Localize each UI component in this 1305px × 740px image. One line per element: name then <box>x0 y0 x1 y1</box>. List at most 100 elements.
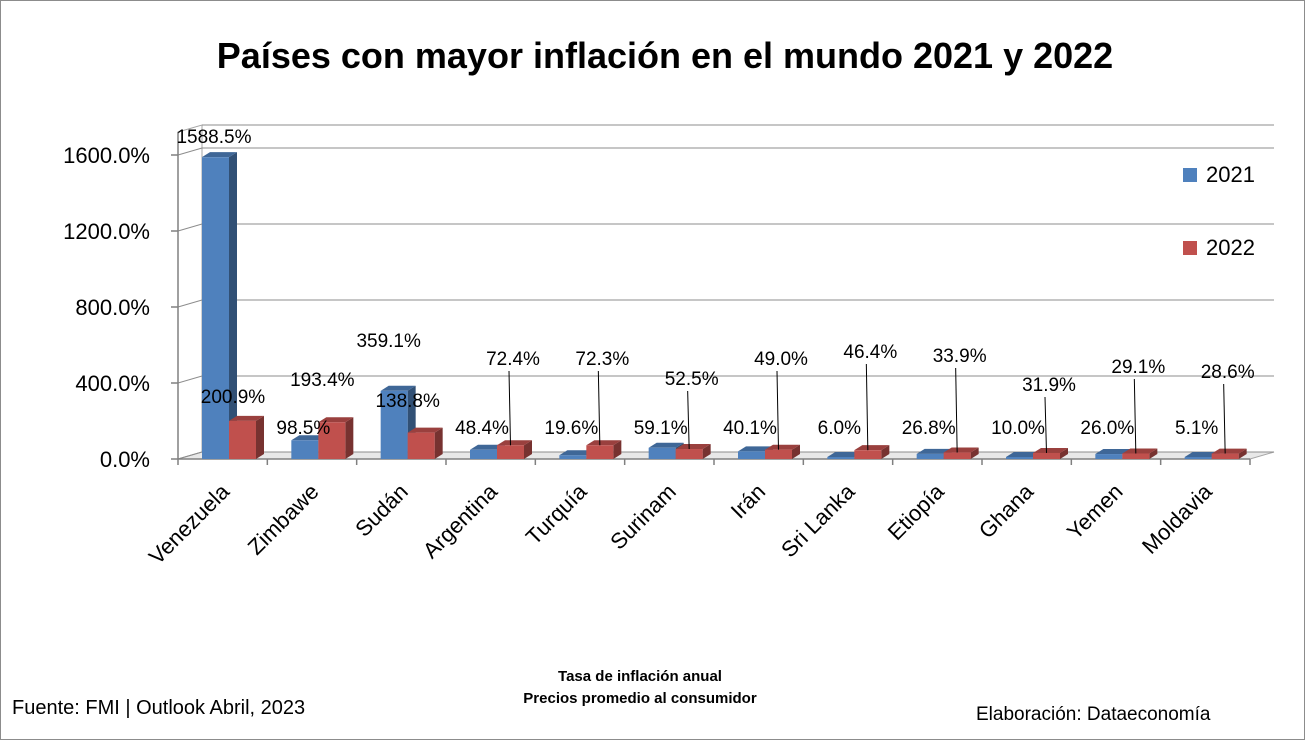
bar-side <box>702 444 711 459</box>
bar-top <box>470 444 505 450</box>
leader-lines <box>508 363 1226 454</box>
bar-side <box>256 415 264 459</box>
data-label-2021-2: 359.1% <box>356 331 421 352</box>
bar-2022-8 <box>943 447 979 459</box>
bar-front <box>559 455 587 459</box>
bar-2022-7 <box>854 445 890 459</box>
bar-top <box>586 440 622 446</box>
leader-line <box>687 390 690 450</box>
bar-side <box>434 427 443 459</box>
x-tick-label: Yemen <box>1062 479 1128 545</box>
legend-item-2022: 2022 <box>1183 235 1255 260</box>
y-tick-labels: 0.0% 400.0% 800.0% 1200.0% 1600.0% <box>63 143 150 472</box>
bar-2022-10 <box>1122 448 1158 459</box>
bar-front <box>765 449 792 459</box>
bar-side <box>229 152 237 459</box>
bar-top <box>380 385 416 391</box>
leader-line <box>1133 378 1137 454</box>
bar-top <box>765 444 800 450</box>
bar-2022-1 <box>318 417 354 459</box>
x-tick-label: Etiopía <box>883 478 950 545</box>
bar-front <box>1095 454 1123 459</box>
bar-top <box>1095 449 1131 455</box>
data-label-2021-8: 26.8% <box>902 418 956 439</box>
data-label-2022-1: 193.4% <box>290 370 355 391</box>
bar-top <box>943 447 979 453</box>
bar-front <box>648 447 676 459</box>
bar-top <box>1006 452 1041 457</box>
data-label-2021-5: 59.1% <box>634 418 688 439</box>
bar-top <box>1184 452 1220 457</box>
data-label-2022-3: 72.4% <box>486 349 540 370</box>
bar-top <box>202 152 237 158</box>
bar-side <box>792 444 800 459</box>
bar-top <box>916 448 952 454</box>
bar-front <box>407 432 435 459</box>
bar-front <box>380 390 408 459</box>
data-labels: 1588.5% 200.9% 98.5% 193.4%359.1% 138.8% 48.4… <box>176 127 1254 439</box>
chart-title: Países con mayor inflación en el mundo 2… <box>217 35 1113 76</box>
x-tick-label: Zimbawe <box>243 479 324 560</box>
source-note: Fuente: FMI | Outlook Abril, 2023 <box>12 697 306 719</box>
data-label-2022-9: 31.9% <box>1022 375 1076 396</box>
bar-top <box>1033 447 1068 453</box>
bar-2022-3 <box>497 440 532 459</box>
x-tick-label: Sudán <box>350 479 413 542</box>
bar-top <box>407 427 443 433</box>
x-tick-labels: Venezuela Zimbawe Sudán Argentina Turquía Sur… <box>144 478 1218 569</box>
bar-front <box>1122 453 1150 459</box>
bar-front <box>586 445 614 459</box>
legend-swatch <box>1183 168 1197 182</box>
bar-front <box>1033 452 1060 459</box>
bar-front <box>291 440 319 459</box>
data-label-2021-0: 1588.5% <box>176 127 251 148</box>
y-tick-label: 1600.0% <box>63 143 150 168</box>
bar-top <box>229 415 264 421</box>
bar-front <box>738 451 765 459</box>
data-label-2022-6: 49.0% <box>754 349 808 370</box>
bar-side <box>345 417 354 459</box>
axes <box>171 132 1251 465</box>
x-tick-label: Surinam <box>605 479 681 555</box>
bar-top <box>854 445 890 451</box>
bar-side <box>1060 447 1068 459</box>
credit-note: Elaboración: Dataeconomía <box>976 704 1211 725</box>
bar-top <box>648 442 684 448</box>
gridline <box>177 147 1274 156</box>
x-tick-label: Venezuela <box>144 478 235 569</box>
data-label-2022-0: 200.9% <box>201 387 266 408</box>
bar-front <box>675 449 703 459</box>
leader-line <box>597 370 601 446</box>
bar-top <box>675 444 711 450</box>
data-label-2021-4: 19.6% <box>544 418 598 439</box>
chart-subtitle: Tasa de inflación anual Precios promedio… <box>430 666 850 710</box>
bar-front <box>916 453 944 459</box>
bar-front <box>827 457 855 459</box>
bar-top <box>318 417 354 423</box>
bar-2022-6 <box>765 444 800 459</box>
gridline <box>177 299 1274 308</box>
bar-top <box>559 450 595 456</box>
x-tick-label: Moldavia <box>1137 478 1217 558</box>
data-label-2021-1: 98.5% <box>276 418 330 439</box>
bar-top <box>1211 448 1247 454</box>
bar-2022-9 <box>1033 447 1068 459</box>
bar-side <box>524 440 532 459</box>
data-label-2022-11: 28.6% <box>1201 362 1255 383</box>
legend-label: 2022 <box>1206 235 1255 260</box>
data-label-2021-3: 48.4% <box>455 418 509 439</box>
data-label-2022-2: 138.8% <box>375 391 440 412</box>
x-tick-label: Irán <box>726 479 770 523</box>
data-label-2022-10: 29.1% <box>1111 357 1165 378</box>
bar-2022-2 <box>407 427 443 459</box>
data-label-2022-5: 52.5% <box>665 369 719 390</box>
leader-line <box>776 370 779 450</box>
bar-2022-5 <box>675 444 711 459</box>
bar-top <box>1122 448 1158 454</box>
y-tick-label: 1200.0% <box>63 219 150 244</box>
bar-front <box>497 445 524 459</box>
x-tick-label: Ghana <box>974 478 1039 543</box>
data-label-2021-9: 10.0% <box>991 418 1045 439</box>
subtitle-line-1: Tasa de inflación anual <box>558 668 722 685</box>
